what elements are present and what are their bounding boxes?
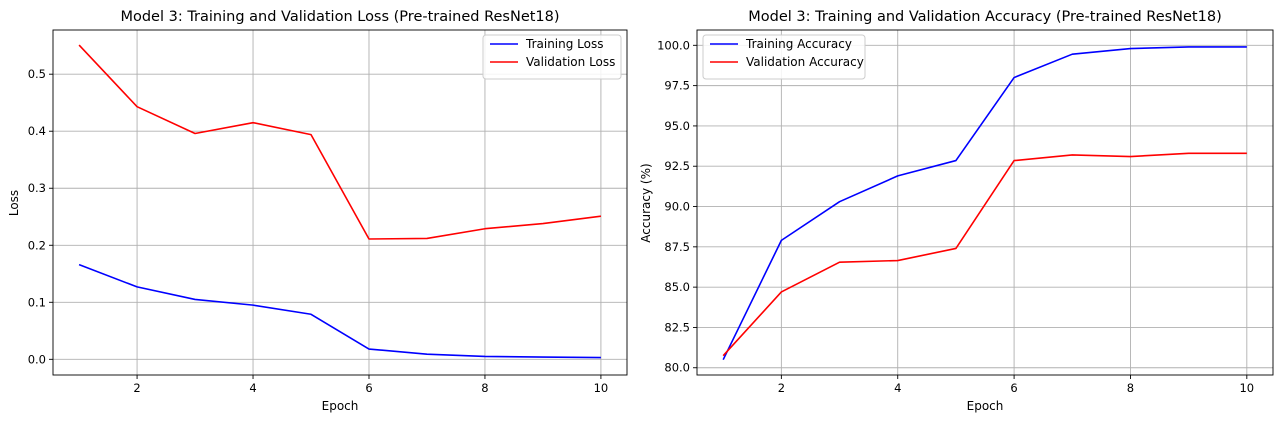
accuracy-chart-ytick-label: 87.5 (664, 240, 690, 254)
loss-chart-series-validation-loss-line (78, 44, 602, 240)
loss-chart-ytick-label: 0.2 (28, 238, 46, 252)
accuracy-chart-ytick-label: 85.0 (664, 280, 690, 294)
accuracy-chart-series-training-accuracy-line (722, 46, 1247, 361)
accuracy-chart-xtick-label: 2 (778, 381, 785, 395)
accuracy-chart-ytick-label: 92.5 (664, 159, 690, 173)
loss-chart-xtick-label: 4 (249, 381, 256, 395)
accuracy-chart-ytick-label: 100.0 (657, 38, 690, 52)
loss-chart-title: Model 3: Training and Validation Loss (P… (120, 9, 559, 25)
accuracy-chart-title: Model 3: Training and Validation Accurac… (748, 9, 1221, 25)
accuracy-chart-legend-label: Validation Accuracy (746, 55, 864, 69)
loss-chart-xlabel: Epoch (322, 399, 359, 413)
loss-chart-ytick-label: 0.5 (28, 67, 46, 81)
loss-chart-series-training-loss-line (78, 263, 601, 359)
accuracy-chart-ytick-label: 82.5 (664, 320, 690, 334)
accuracy-chart-series-validation-accuracy-line (722, 152, 1247, 357)
loss-chart-legend: Training Loss Validation Loss (482, 34, 622, 80)
loss-chart-ytick-label: 0.1 (28, 295, 46, 309)
loss-chart-plot-frame (52, 29, 628, 376)
accuracy-chart: Model 3: Training and Validation Accurac… (639, 9, 1274, 413)
accuracy-chart-plot-frame (696, 29, 1274, 376)
accuracy-chart-legend-label: Training Accuracy (745, 37, 852, 51)
loss-chart-ylabel: Loss (7, 190, 21, 216)
accuracy-chart-ytick-label: 97.5 (664, 79, 690, 93)
accuracy-chart-xtick-label: 4 (894, 381, 901, 395)
loss-chart-ytick-label: 0.3 (28, 181, 46, 195)
loss-chart-legend-label: Training Loss (525, 37, 603, 51)
loss-chart-xtick-label: 2 (133, 381, 140, 395)
loss-chart-xtick-label: 6 (365, 381, 372, 395)
accuracy-chart-ylabel: Accuracy (%) (639, 163, 653, 242)
accuracy-chart-xtick-label: 8 (1127, 381, 1134, 395)
loss-chart-legend-box (482, 34, 622, 80)
accuracy-chart-legend: Training Accuracy Validation Accuracy (702, 34, 866, 80)
accuracy-chart-xtick-label: 10 (1239, 381, 1254, 395)
loss-chart-xtick-label: 8 (481, 381, 488, 395)
accuracy-chart-ytick-label: 95.0 (664, 119, 690, 133)
accuracy-chart-ytick-label: 90.0 (664, 200, 690, 214)
loss-chart-xtick-label: 10 (594, 381, 609, 395)
accuracy-chart-xlabel: Epoch (967, 399, 1004, 413)
loss-chart-ytick-label: 0.4 (28, 124, 46, 138)
loss-chart-ytick-label: 0.0 (28, 352, 46, 366)
accuracy-chart-xtick-label: 6 (1010, 381, 1017, 395)
accuracy-chart-legend-box (702, 34, 866, 80)
loss-chart-legend-label: Validation Loss (526, 55, 615, 69)
loss-chart: Model 3: Training and Validation Loss (P… (7, 9, 628, 413)
accuracy-chart-ytick-label: 80.0 (664, 361, 690, 375)
